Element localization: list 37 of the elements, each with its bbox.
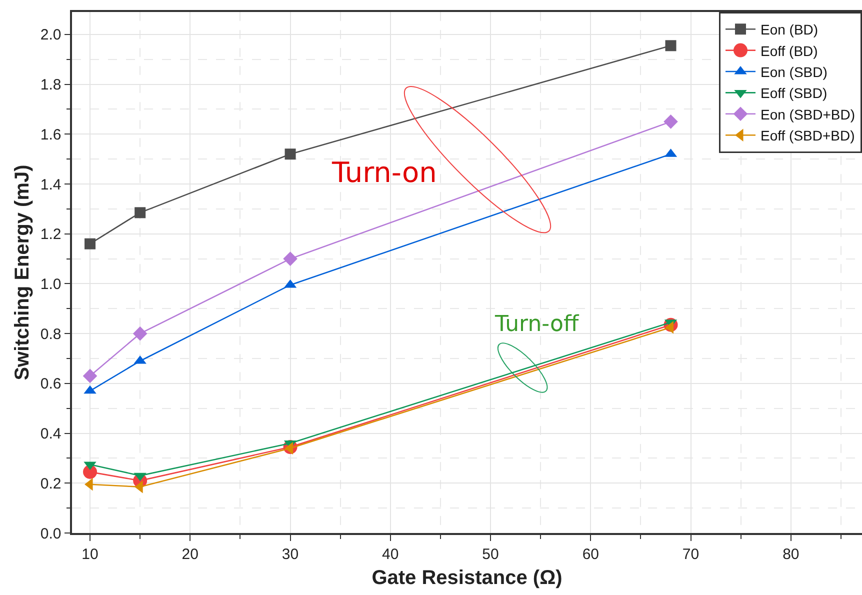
x-tick-label: 10 bbox=[82, 546, 98, 563]
point bbox=[283, 252, 298, 266]
point bbox=[84, 238, 96, 250]
x-tick-label: 40 bbox=[382, 546, 399, 563]
annotation: Turn-off bbox=[494, 312, 580, 337]
y-tick-label: 0.2 bbox=[40, 475, 62, 492]
point bbox=[665, 40, 676, 52]
y-axis-title: Switching Energy (mJ) bbox=[11, 164, 34, 380]
y-tick-label: 0.6 bbox=[40, 376, 62, 393]
y-tick-label: 0.8 bbox=[40, 326, 62, 343]
point bbox=[132, 326, 148, 341]
legend-label: Eoff (BD) bbox=[760, 42, 818, 59]
point bbox=[82, 368, 98, 384]
y-tick-label: 1.2 bbox=[40, 226, 62, 244]
point bbox=[134, 207, 146, 218]
y-tick-label: 1.8 bbox=[40, 76, 62, 94]
point bbox=[284, 148, 296, 160]
y-tick-label: 0.0 bbox=[40, 525, 62, 542]
x-tick-label: 80 bbox=[782, 546, 800, 563]
legend-label: Eon (BD) bbox=[760, 22, 818, 38]
legend-label: Eoff (SBD) bbox=[760, 85, 828, 102]
x-axis-title: Gate Resistance (Ω) bbox=[372, 566, 562, 589]
legend-label: Eon (SBD+BD) bbox=[760, 106, 856, 122]
point bbox=[664, 114, 678, 129]
x-tick-label: 20 bbox=[182, 546, 198, 563]
x-tick-label: 50 bbox=[482, 546, 499, 563]
legend-label: Eon (SBD) bbox=[760, 64, 828, 80]
annotation: Turn-on bbox=[331, 156, 437, 189]
y-tick-label: 1.6 bbox=[40, 126, 62, 144]
y-tick-label: 2.0 bbox=[40, 26, 62, 44]
x-tick-label: 70 bbox=[682, 546, 700, 563]
y-tick-label: 1.0 bbox=[40, 276, 62, 293]
x-tick-label: 30 bbox=[282, 546, 299, 563]
y-tick-label: 0.4 bbox=[40, 426, 62, 443]
x-tick-label: 60 bbox=[582, 546, 600, 563]
y-tick-label: 1.4 bbox=[40, 176, 62, 194]
legend-label: Eoff (SBD+BD) bbox=[760, 128, 855, 144]
